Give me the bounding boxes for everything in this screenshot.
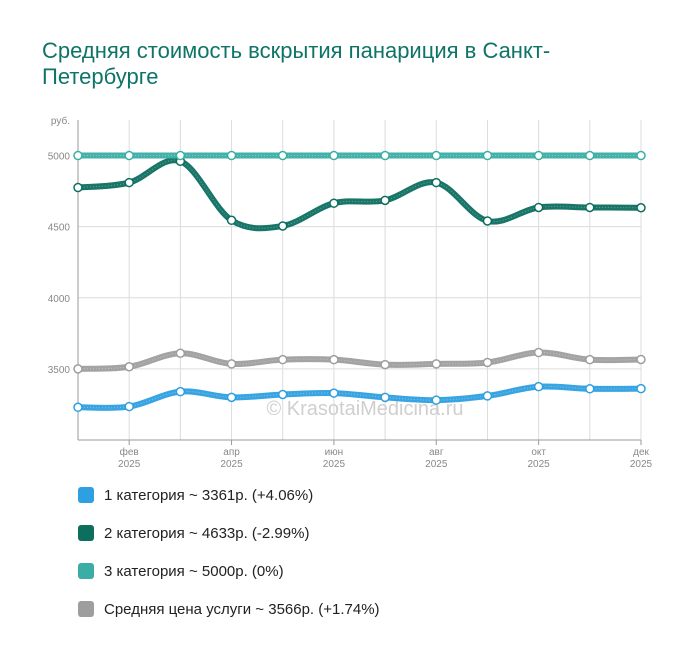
- legend-label: 1 категория ~ 3361р. (+4.06%): [104, 486, 314, 504]
- data-point: [636, 383, 646, 394]
- data-point: [380, 150, 390, 161]
- data-point: [380, 195, 390, 206]
- data-point: [533, 381, 544, 392]
- y-tick-label: 4500: [48, 223, 71, 234]
- data-point: [277, 150, 288, 161]
- x-tick-label-month: окт: [531, 447, 546, 458]
- y-tick-label: 4000: [48, 294, 71, 305]
- data-point: [175, 150, 186, 161]
- data-point: [329, 150, 339, 161]
- line-chart: 3500400045005000руб.фев2025апр2025июн202…: [48, 115, 653, 470]
- data-point: [175, 348, 186, 358]
- data-point: [124, 362, 134, 372]
- legend-swatch: [78, 487, 94, 503]
- data-point: [431, 177, 442, 188]
- data-point: [73, 150, 83, 161]
- data-point: [431, 395, 442, 405]
- data-point: [636, 354, 646, 365]
- data-point: [73, 364, 83, 374]
- series-line-texture-2: [77, 159, 642, 229]
- x-tick-label-year: 2025: [425, 459, 448, 470]
- x-tick-label-month: дек: [633, 447, 649, 458]
- data-point: [636, 203, 646, 213]
- legend-item: 1 категория ~ 3361р. (+4.06%): [78, 486, 380, 504]
- data-point: [277, 389, 288, 400]
- data-point: [124, 150, 134, 161]
- y-tick-label: 5000: [48, 152, 71, 163]
- data-point: [533, 202, 544, 213]
- data-point: [533, 150, 544, 161]
- data-point: [482, 391, 493, 401]
- legend-swatch: [78, 525, 94, 541]
- data-point: [482, 150, 493, 161]
- legend-item: Средняя цена услуги ~ 3566р. (+1.74%): [78, 600, 380, 618]
- series-line-0: [75, 349, 644, 372]
- data-point: [585, 354, 595, 365]
- data-point: [226, 392, 237, 403]
- x-tick-label-year: 2025: [528, 459, 551, 470]
- x-tick-label-month: фев: [120, 446, 139, 458]
- legend-label: 3 категория ~ 5000р. (0%): [104, 562, 284, 580]
- legend-label: 2 категория ~ 4633р. (-2.99%): [104, 524, 310, 542]
- series-line-texture-0: [77, 352, 642, 370]
- x-tick-label-month: апр: [223, 447, 240, 458]
- data-point: [226, 150, 237, 161]
- data-point: [380, 392, 390, 403]
- x-tick-label-year: 2025: [630, 459, 653, 470]
- data-point: [124, 177, 134, 188]
- x-tick-label-month: июн: [325, 447, 344, 458]
- data-point: [431, 359, 442, 369]
- data-point: [73, 182, 83, 193]
- data-point: [73, 402, 83, 413]
- y-tick-label: 3500: [48, 365, 71, 376]
- series-line-2: [75, 157, 644, 232]
- data-point: [277, 354, 288, 365]
- x-tick-label-month: авг: [429, 447, 444, 458]
- data-point: [380, 359, 390, 370]
- data-point: [431, 150, 442, 161]
- legend-label: Средняя цена услуги ~ 3566р. (+1.74%): [104, 600, 380, 618]
- data-point: [585, 202, 595, 213]
- legend-swatch: [78, 601, 94, 617]
- data-point: [175, 386, 186, 397]
- data-point: [226, 359, 237, 369]
- data-point: [482, 216, 493, 226]
- x-tick-label-year: 2025: [323, 459, 346, 470]
- data-point: [533, 347, 544, 358]
- data-point: [329, 198, 339, 208]
- data-point: [482, 357, 493, 368]
- chart-title: Средняя стоимость вскрытия панариция в С…: [42, 38, 551, 89]
- legend-item: 2 категория ~ 4633р. (-2.99%): [78, 524, 380, 542]
- data-point: [329, 354, 339, 365]
- x-tick-label-year: 2025: [118, 459, 141, 470]
- legend-item: 3 категория ~ 5000р. (0%): [78, 562, 380, 580]
- data-point: [329, 388, 339, 398]
- data-point: [585, 384, 595, 394]
- data-point: [636, 150, 646, 161]
- data-point: [124, 401, 134, 412]
- x-tick-label-year: 2025: [220, 459, 243, 470]
- chart-legend: 1 категория ~ 3361р. (+4.06%) 2 категория…: [78, 487, 380, 639]
- legend-swatch: [78, 563, 94, 579]
- y-axis-label: руб.: [51, 115, 70, 127]
- watermark-text: © KrasotaiMedicina.ru: [266, 398, 463, 420]
- data-point: [277, 221, 288, 231]
- data-point: [226, 215, 237, 226]
- data-point: [585, 150, 595, 161]
